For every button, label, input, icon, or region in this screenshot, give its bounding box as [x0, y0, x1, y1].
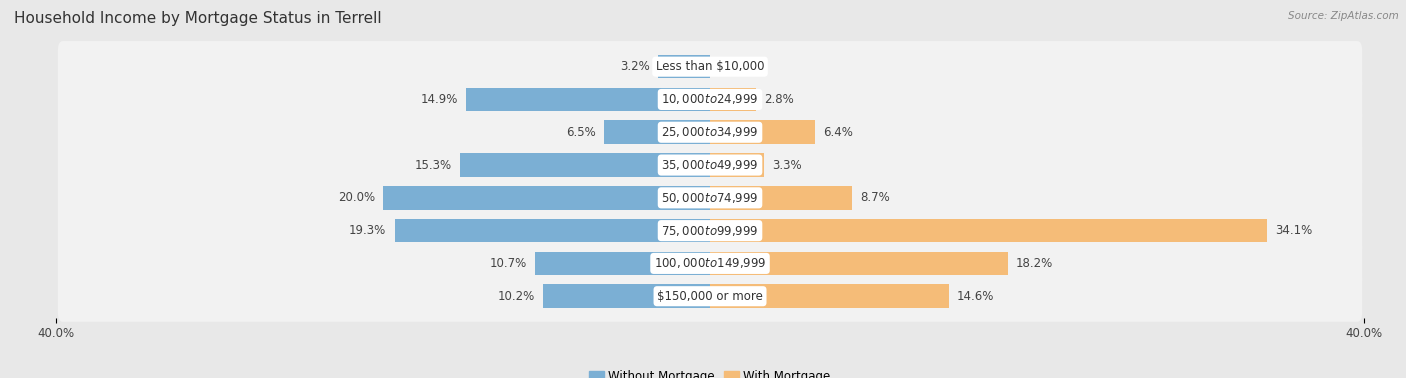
- FancyBboxPatch shape: [58, 41, 1362, 92]
- FancyBboxPatch shape: [58, 172, 1362, 223]
- Bar: [710, 186, 852, 210]
- Text: 14.6%: 14.6%: [957, 290, 994, 303]
- Bar: [710, 252, 1008, 275]
- Text: 0.0%: 0.0%: [718, 60, 748, 73]
- Text: Less than $10,000: Less than $10,000: [655, 60, 765, 73]
- Text: 10.2%: 10.2%: [498, 290, 536, 303]
- Bar: [395, 219, 710, 242]
- Bar: [658, 55, 710, 79]
- Text: 19.3%: 19.3%: [349, 224, 387, 237]
- Text: $35,000 to $49,999: $35,000 to $49,999: [661, 158, 759, 172]
- Text: 8.7%: 8.7%: [860, 191, 890, 204]
- Text: 6.4%: 6.4%: [823, 126, 852, 139]
- Bar: [710, 284, 949, 308]
- Text: 10.7%: 10.7%: [489, 257, 527, 270]
- Text: $100,000 to $149,999: $100,000 to $149,999: [654, 256, 766, 270]
- Bar: [710, 219, 1267, 242]
- Bar: [382, 186, 710, 210]
- Bar: [710, 88, 756, 111]
- Bar: [467, 88, 710, 111]
- Bar: [603, 121, 710, 144]
- Bar: [710, 153, 763, 177]
- Text: Household Income by Mortgage Status in Terrell: Household Income by Mortgage Status in T…: [14, 11, 381, 26]
- Text: 3.3%: 3.3%: [772, 158, 801, 172]
- Text: $75,000 to $99,999: $75,000 to $99,999: [661, 224, 759, 238]
- FancyBboxPatch shape: [58, 139, 1362, 191]
- Bar: [543, 284, 710, 308]
- FancyBboxPatch shape: [58, 238, 1362, 289]
- Bar: [536, 252, 710, 275]
- Text: $50,000 to $74,999: $50,000 to $74,999: [661, 191, 759, 205]
- Text: 2.8%: 2.8%: [763, 93, 794, 106]
- Text: 18.2%: 18.2%: [1015, 257, 1053, 270]
- Text: 6.5%: 6.5%: [565, 126, 596, 139]
- Bar: [460, 153, 710, 177]
- Text: 20.0%: 20.0%: [337, 191, 375, 204]
- Text: $150,000 or more: $150,000 or more: [657, 290, 763, 303]
- Text: Source: ZipAtlas.com: Source: ZipAtlas.com: [1288, 11, 1399, 21]
- FancyBboxPatch shape: [58, 205, 1362, 256]
- Legend: Without Mortgage, With Mortgage: Without Mortgage, With Mortgage: [585, 366, 835, 378]
- Bar: [710, 121, 814, 144]
- Text: 14.9%: 14.9%: [420, 93, 458, 106]
- Text: 15.3%: 15.3%: [415, 158, 451, 172]
- Text: $10,000 to $24,999: $10,000 to $24,999: [661, 93, 759, 107]
- Text: 34.1%: 34.1%: [1275, 224, 1313, 237]
- Text: 3.2%: 3.2%: [620, 60, 650, 73]
- Text: $25,000 to $34,999: $25,000 to $34,999: [661, 125, 759, 139]
- FancyBboxPatch shape: [58, 271, 1362, 322]
- FancyBboxPatch shape: [58, 74, 1362, 125]
- FancyBboxPatch shape: [58, 107, 1362, 158]
